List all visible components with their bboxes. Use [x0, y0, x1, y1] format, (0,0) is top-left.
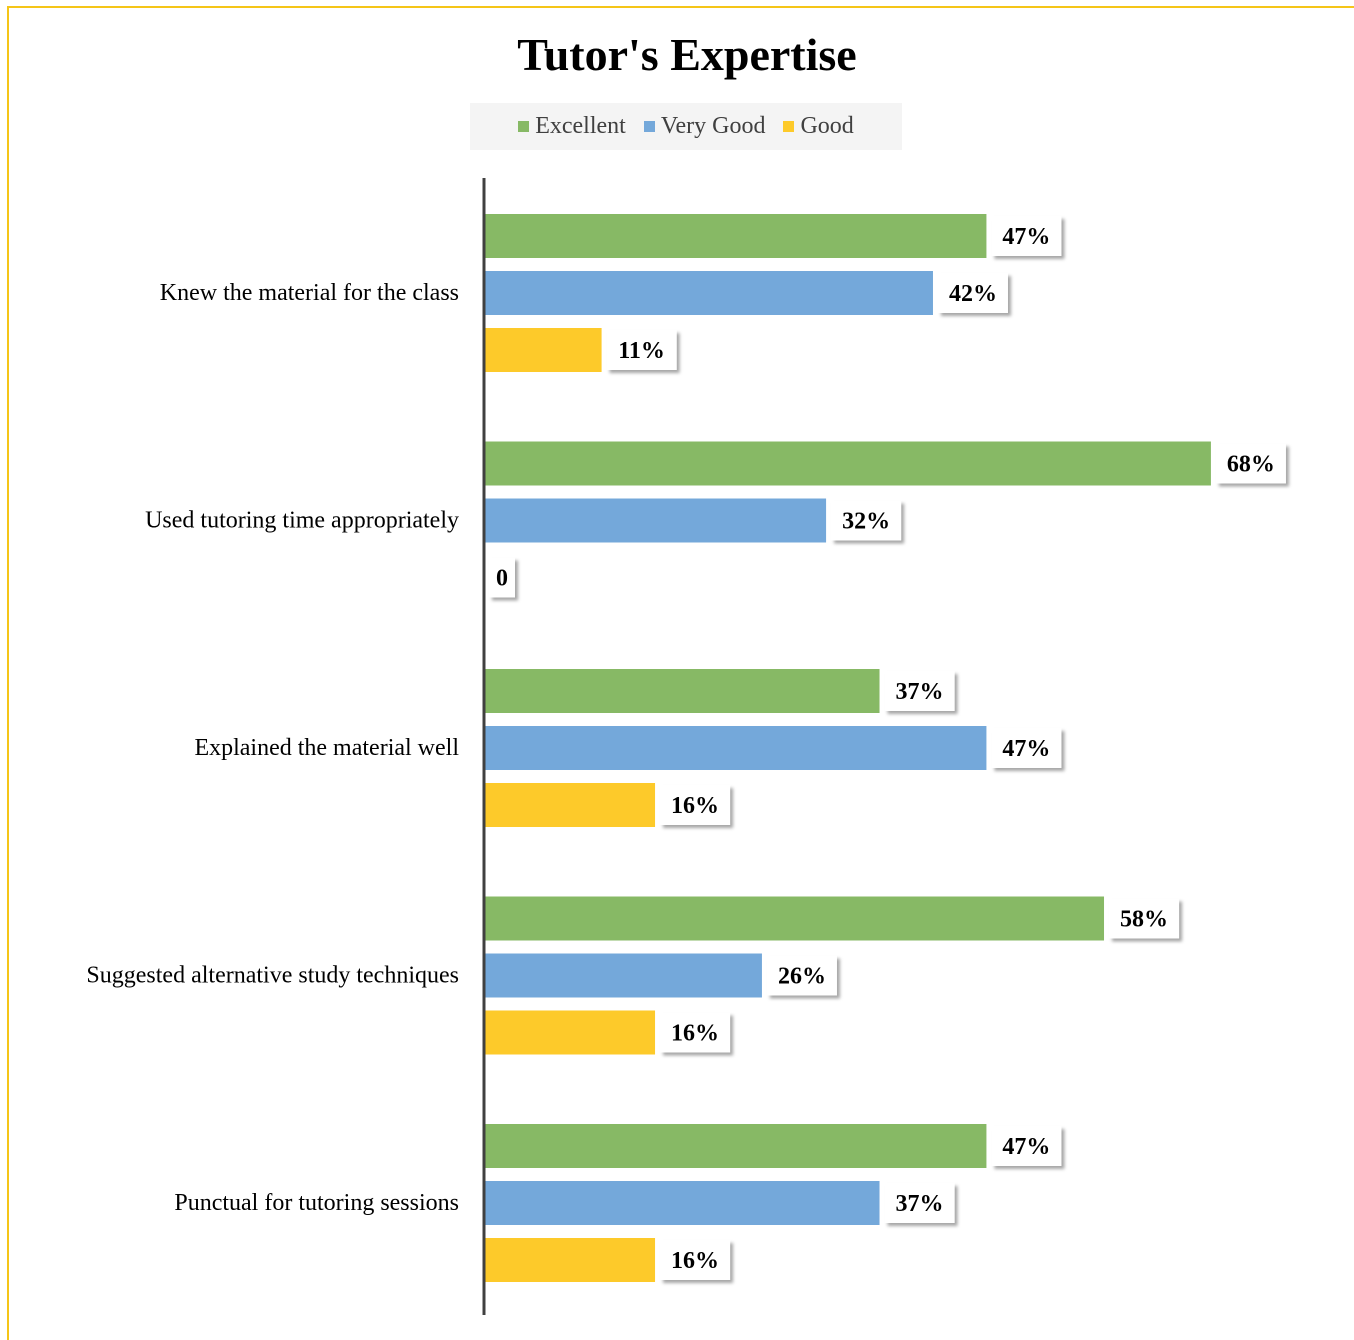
chart-legend: Excellent Very Good Good [470, 103, 902, 150]
bar-excellent-5 [484, 1124, 987, 1168]
data-label-box-very-good-5 [884, 1183, 955, 1223]
legend-swatch-very-good [643, 121, 655, 132]
bar-good-4 [484, 1010, 656, 1055]
chart-frame [7, 6, 1354, 1340]
bar-excellent-1 [484, 214, 987, 258]
bar-good-1 [484, 328, 602, 372]
bar-very-good-1 [484, 271, 933, 315]
data-label-box-very-good-2 [831, 500, 902, 541]
bar-excellent-3 [484, 669, 880, 713]
data-label-excellent-3: 37% [896, 679, 944, 705]
bar-excellent-4 [484, 896, 1105, 941]
data-label-good-2: 0 [496, 566, 508, 592]
data-label-good-5: 16% [671, 1248, 719, 1274]
legend-swatch-excellent [518, 121, 530, 132]
data-label-box-very-good-3 [991, 728, 1062, 768]
legend-label-excellent: Excellent [535, 113, 626, 139]
legend-item-very-good: Very Good [643, 113, 766, 140]
bar-very-good-4 [484, 953, 762, 998]
chart-title: Tutor's Expertise [517, 29, 857, 80]
data-label-good-3: 16% [671, 793, 719, 819]
data-label-box-good-4 [660, 1012, 731, 1053]
data-label-very-good-5: 37% [896, 1191, 944, 1217]
category-label-used-tutoring-time-appropriately: Used tutoring time appropriately [145, 508, 459, 534]
category-label-knew-the-material-for-the-class: Knew the material for the class [160, 280, 459, 306]
bar-very-good-2 [484, 498, 827, 543]
category-label-explained-the-material-well: Explained the material well [194, 735, 459, 761]
legend-label-good: Good [800, 113, 854, 139]
data-label-excellent-1: 47% [1002, 224, 1050, 250]
data-label-very-good-3: 47% [1002, 736, 1050, 762]
data-label-very-good-4: 26% [778, 964, 826, 990]
bar-good-5 [484, 1238, 656, 1282]
data-label-excellent-5: 47% [1002, 1134, 1050, 1160]
legend-label-very-good: Very Good [660, 113, 766, 139]
data-label-box-excellent-3 [884, 671, 955, 711]
category-label-suggested-alternative-study-techniques: Suggested alternative study techniques [86, 963, 459, 989]
data-label-box-excellent-1 [991, 216, 1062, 256]
bar-excellent-2 [484, 441, 1211, 486]
data-label-good-1: 11% [618, 338, 665, 364]
data-label-excellent-2: 68% [1227, 452, 1275, 478]
data-label-very-good-1: 42% [949, 281, 997, 307]
data-label-box-very-good-1 [937, 273, 1008, 313]
data-label-box-excellent-5 [991, 1126, 1062, 1166]
data-label-box-very-good-4 [766, 955, 837, 996]
bar-good-3 [484, 783, 656, 827]
category-label-punctual-for-tutoring-sessions: Punctual for tutoring sessions [174, 1190, 459, 1216]
data-label-good-4: 16% [671, 1021, 719, 1047]
data-label-box-good-2 [489, 557, 515, 598]
data-label-excellent-4: 58% [1120, 907, 1168, 933]
data-label-box-excellent-2 [1215, 443, 1286, 484]
bar-very-good-5 [484, 1181, 880, 1225]
data-label-box-good-3 [660, 785, 731, 825]
legend-item-excellent: Excellent [518, 113, 626, 140]
data-label-box-good-1 [606, 330, 677, 370]
data-label-very-good-2: 32% [842, 509, 890, 535]
data-label-box-good-5 [660, 1240, 731, 1280]
legend-item-good: Good [783, 113, 854, 140]
legend-swatch-good [783, 121, 795, 132]
bar-very-good-3 [484, 726, 987, 770]
data-label-box-excellent-4 [1109, 898, 1180, 939]
